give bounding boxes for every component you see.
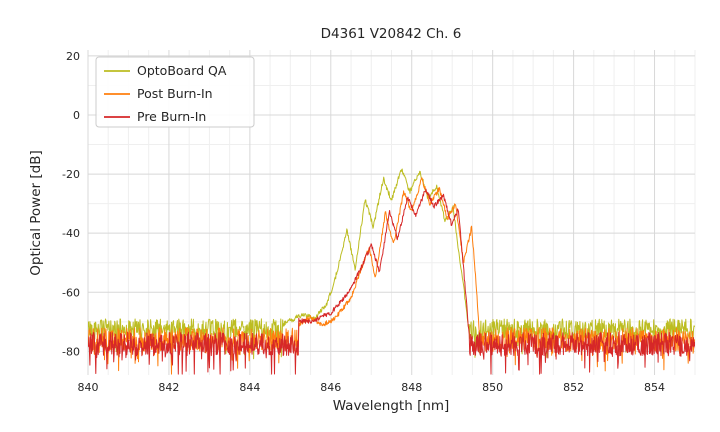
x-tick-label: 854 — [644, 381, 665, 394]
series-line-pre-burn-in — [88, 188, 695, 375]
series-layer — [88, 168, 695, 375]
y-tick-label: 20 — [66, 50, 80, 63]
legend-frame — [95, 56, 255, 128]
legend-label: Post Burn-In — [137, 86, 213, 101]
legend-label: OptoBoard QA — [137, 63, 227, 78]
y-tick-label: -60 — [62, 286, 80, 299]
x-tick-label: 850 — [482, 381, 503, 394]
y-tick-label: -40 — [62, 227, 80, 240]
legend-item: Post Burn-In — [104, 86, 213, 101]
y-tick-label: -20 — [62, 168, 80, 181]
legend-item: OptoBoard QA — [104, 63, 227, 78]
x-tick-label: 844 — [239, 381, 260, 394]
x-tick-label: 846 — [320, 381, 341, 394]
x-tick-label: 842 — [158, 381, 179, 394]
axis-layer: 840 842 844 846 848 850 852 854 20 0 -20 -40 -60 -80 — [62, 50, 665, 394]
legend-label: Pre Burn-In — [137, 109, 206, 124]
legend-item: Pre Burn-In — [104, 109, 206, 124]
x-tick-label: 852 — [563, 381, 584, 394]
legend: OptoBoard QA Post Burn-In Pre Burn-In — [95, 56, 255, 128]
chart-title: D4361 V20842 Ch. 6 — [321, 26, 462, 42]
y-axis-label: Optical Power [dB] — [28, 150, 44, 275]
x-tick-label: 848 — [401, 381, 422, 394]
y-tick-label: 0 — [73, 109, 80, 122]
x-axis-label: Wavelength [nm] — [333, 398, 450, 414]
x-tick-label: 840 — [78, 381, 99, 394]
y-tick-label: -80 — [62, 345, 80, 358]
